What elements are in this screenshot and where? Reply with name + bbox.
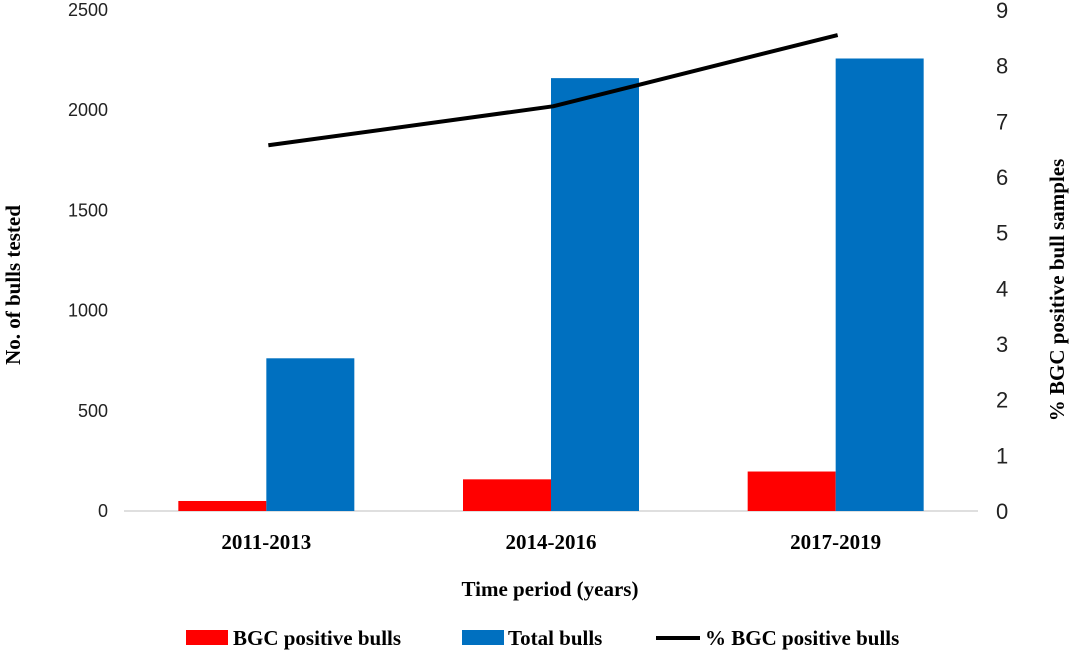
y2-axis-title: % BGC positive bull samples [1045,159,1069,422]
y2-tick-label: 9 [996,0,1008,23]
y2-tick-label: 0 [996,499,1008,524]
legend-total-swatch [462,630,504,645]
bar-bgc-positive-2014-2016 [463,479,551,511]
y-tick-label: 2500 [68,0,108,20]
y2-tick-label: 8 [996,54,1008,79]
y2-tick-label: 7 [996,109,1008,134]
line-series [268,33,839,148]
legend-total-label: Total bulls [508,626,602,650]
bar-total-2011-2013 [266,358,355,511]
y-tick-label: 500 [78,401,108,421]
y2-tick-label: 5 [996,221,1008,246]
legend-percent-label: % BGC positive bulls [705,626,899,650]
bar-bgc-positive-2011-2013 [178,500,267,511]
category-label: 2017-2019 [790,530,881,554]
y-tick-label: 2000 [68,100,108,120]
legend-bgc-positive-swatch [186,630,228,645]
bars [178,58,924,512]
y-axis-title: No. of bulls tested [1,205,25,365]
y2-tick-label: 6 [996,165,1008,190]
bar-total-2014-2016 [551,78,639,512]
legend: BGC positive bulls Total bulls % BGC posit… [186,626,899,650]
y2-tick-labels: 0 1 2 3 4 5 6 7 8 9 [996,0,1008,524]
y-tick-label: 0 [98,501,108,521]
y-tick-label: 1000 [68,301,108,321]
bar-bgc-positive-2017-2019 [747,471,836,511]
y2-tick-label: 1 [996,443,1008,468]
x-axis-title: Time period (years) [462,577,639,601]
category-labels: 2011-2013 2014-2016 2017-2019 [221,530,881,554]
bar-total-2017-2019 [835,58,924,512]
y2-tick-label: 4 [996,276,1008,301]
y2-tick-label: 3 [996,332,1008,357]
y-tick-label: 1500 [68,200,108,220]
legend-bgc-positive-label: BGC positive bulls [233,626,401,650]
category-label: 2014-2016 [506,530,597,554]
y-tick-labels: 0 500 1000 1500 2000 2500 [68,0,108,521]
y2-tick-label: 2 [996,388,1008,413]
line-percent-bgc-positive [268,33,839,148]
category-label: 2011-2013 [221,530,311,554]
